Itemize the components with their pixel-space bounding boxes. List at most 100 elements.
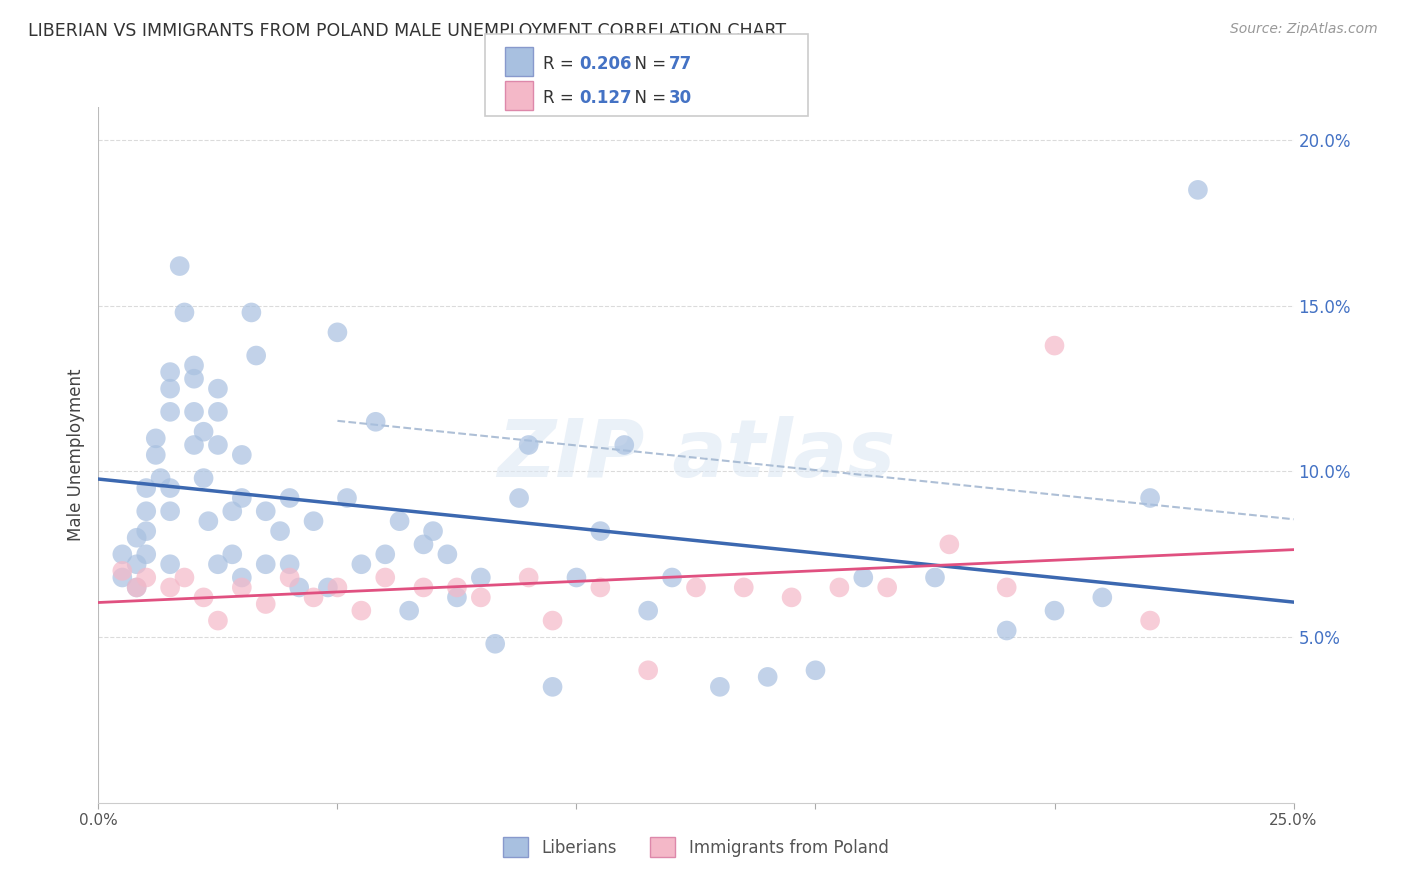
Point bbox=[1043, 604, 1066, 618]
Point bbox=[125, 531, 148, 545]
Point bbox=[995, 624, 1018, 638]
Point bbox=[125, 558, 148, 572]
Point bbox=[197, 514, 219, 528]
Point bbox=[388, 514, 411, 528]
Point bbox=[159, 405, 181, 419]
Text: 0.206: 0.206 bbox=[579, 55, 631, 73]
Point bbox=[159, 558, 181, 572]
Point bbox=[326, 326, 349, 340]
Point bbox=[780, 591, 803, 605]
Point bbox=[541, 614, 564, 628]
Point bbox=[924, 570, 946, 584]
Point bbox=[269, 524, 291, 538]
Point bbox=[173, 305, 195, 319]
Point bbox=[254, 504, 277, 518]
Point bbox=[145, 448, 167, 462]
Point bbox=[221, 504, 243, 518]
Point bbox=[207, 438, 229, 452]
Point bbox=[278, 558, 301, 572]
Point bbox=[508, 491, 530, 505]
Point bbox=[169, 259, 191, 273]
Point bbox=[470, 570, 492, 584]
Point bbox=[316, 581, 339, 595]
Point bbox=[159, 481, 181, 495]
Point bbox=[159, 365, 181, 379]
Point bbox=[422, 524, 444, 538]
Point bbox=[852, 570, 875, 584]
Text: R =: R = bbox=[543, 55, 579, 73]
Point bbox=[183, 438, 205, 452]
Point bbox=[517, 438, 540, 452]
Point bbox=[374, 547, 396, 561]
Point bbox=[995, 581, 1018, 595]
Point bbox=[470, 591, 492, 605]
Text: R =: R = bbox=[543, 89, 579, 107]
Point bbox=[207, 558, 229, 572]
Point bbox=[254, 597, 277, 611]
Point bbox=[245, 349, 267, 363]
Point bbox=[135, 524, 157, 538]
Point bbox=[1043, 338, 1066, 352]
Point bbox=[231, 570, 253, 584]
Point bbox=[159, 382, 181, 396]
Point bbox=[207, 405, 229, 419]
Point bbox=[709, 680, 731, 694]
Point bbox=[145, 431, 167, 445]
Point bbox=[125, 581, 148, 595]
Point bbox=[326, 581, 349, 595]
Point bbox=[302, 514, 325, 528]
Text: 77: 77 bbox=[669, 55, 693, 73]
Point bbox=[125, 581, 148, 595]
Point bbox=[173, 570, 195, 584]
Point bbox=[221, 547, 243, 561]
Point bbox=[374, 570, 396, 584]
Point bbox=[183, 372, 205, 386]
Point bbox=[207, 614, 229, 628]
Point bbox=[484, 637, 506, 651]
Point bbox=[302, 591, 325, 605]
Point bbox=[350, 604, 373, 618]
Point bbox=[350, 558, 373, 572]
Point bbox=[149, 471, 172, 485]
Point bbox=[1139, 614, 1161, 628]
Point bbox=[412, 581, 434, 595]
Point bbox=[278, 491, 301, 505]
Point bbox=[193, 425, 215, 439]
Point bbox=[240, 305, 263, 319]
Point bbox=[398, 604, 420, 618]
Point bbox=[517, 570, 540, 584]
Text: LIBERIAN VS IMMIGRANTS FROM POLAND MALE UNEMPLOYMENT CORRELATION CHART: LIBERIAN VS IMMIGRANTS FROM POLAND MALE … bbox=[28, 22, 786, 40]
Legend: Liberians, Immigrants from Poland: Liberians, Immigrants from Poland bbox=[496, 830, 896, 864]
Point bbox=[364, 415, 387, 429]
Point bbox=[412, 537, 434, 551]
Point bbox=[446, 591, 468, 605]
Point bbox=[828, 581, 851, 595]
Point bbox=[637, 663, 659, 677]
Point bbox=[111, 570, 134, 584]
Point bbox=[111, 564, 134, 578]
Point bbox=[135, 547, 157, 561]
Text: 30: 30 bbox=[669, 89, 692, 107]
Point bbox=[135, 570, 157, 584]
Point bbox=[685, 581, 707, 595]
Point bbox=[876, 581, 898, 595]
Point bbox=[446, 581, 468, 595]
Point bbox=[183, 405, 205, 419]
Point bbox=[254, 558, 277, 572]
Point bbox=[193, 471, 215, 485]
Point bbox=[193, 591, 215, 605]
Point bbox=[1139, 491, 1161, 505]
Text: Source: ZipAtlas.com: Source: ZipAtlas.com bbox=[1230, 22, 1378, 37]
Text: 0.127: 0.127 bbox=[579, 89, 631, 107]
Text: ZIP atlas: ZIP atlas bbox=[496, 416, 896, 494]
Point bbox=[111, 547, 134, 561]
Point bbox=[1091, 591, 1114, 605]
Point bbox=[613, 438, 636, 452]
Point bbox=[804, 663, 827, 677]
Point bbox=[278, 570, 301, 584]
Point bbox=[565, 570, 588, 584]
Point bbox=[231, 581, 253, 595]
Point bbox=[207, 382, 229, 396]
Point bbox=[661, 570, 683, 584]
Point bbox=[938, 537, 960, 551]
